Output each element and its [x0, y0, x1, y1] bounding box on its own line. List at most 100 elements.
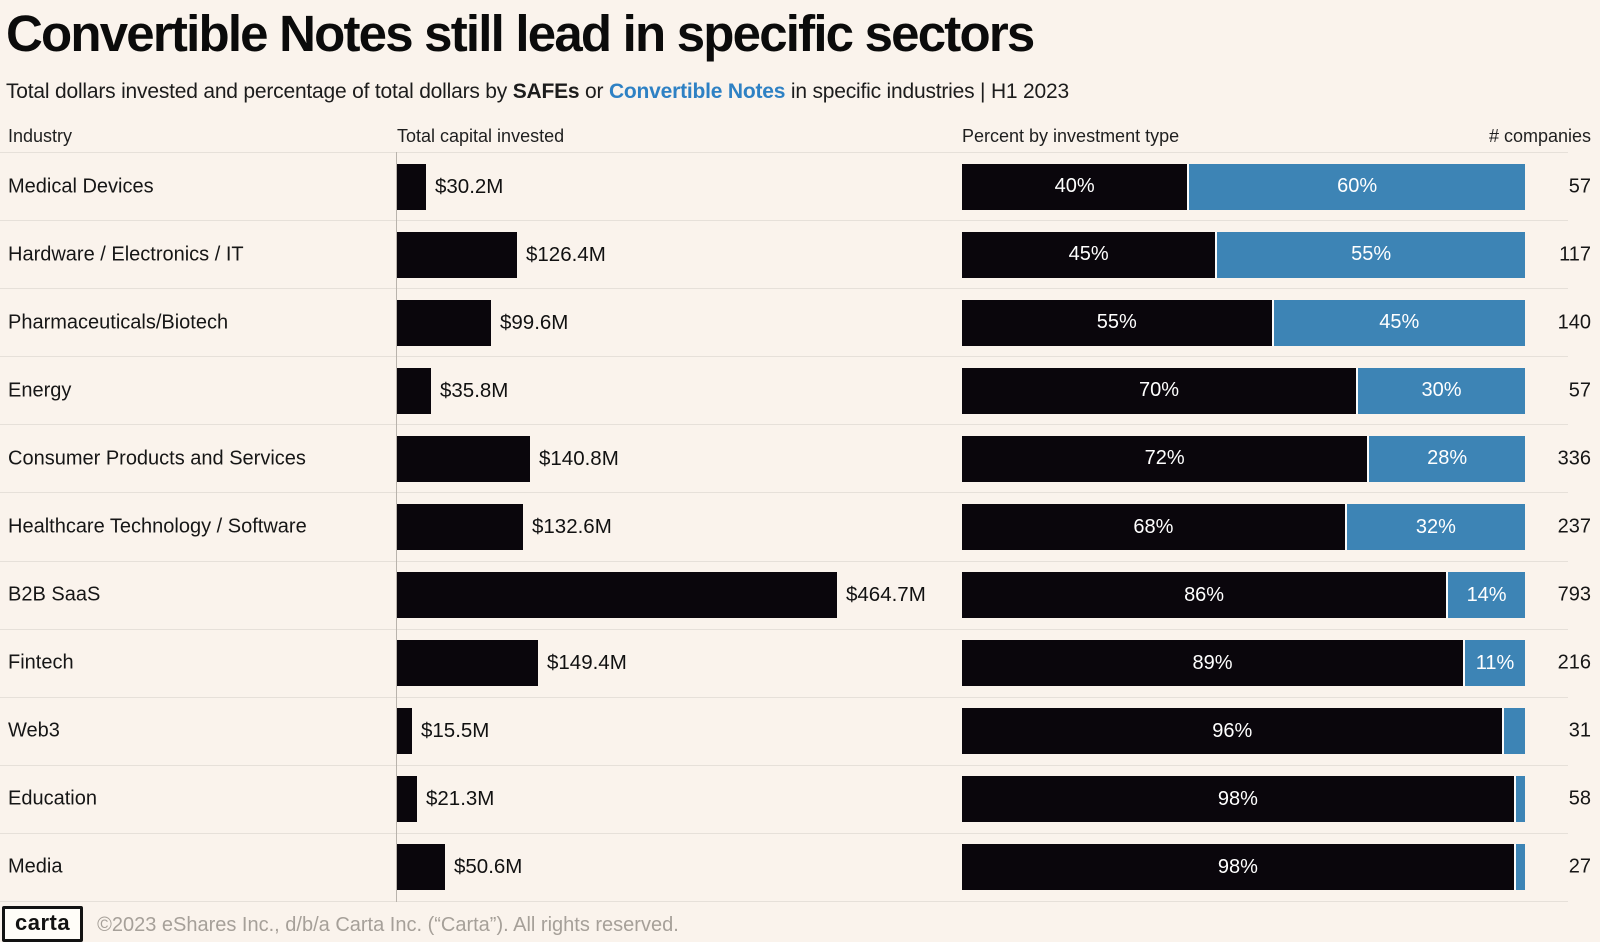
- subtitle-prefix: Total dollars invested and percentage of…: [6, 80, 513, 103]
- convertible-percent-label: 28%: [1427, 447, 1468, 470]
- column-headers: Industry Total capital invested Percent …: [0, 126, 1600, 150]
- safe-percent-label: 40%: [1054, 175, 1095, 198]
- safe-percent-label: 96%: [1212, 719, 1253, 742]
- safe-segment: 98%: [962, 844, 1514, 891]
- industry-label: Pharmaceuticals/Biotech: [8, 311, 229, 334]
- subtitle-or: or: [579, 80, 609, 103]
- industry-row: Hardware / Electronics / IT $126.4M 45% …: [0, 220, 1591, 288]
- convertible-segment: 30%: [1356, 367, 1525, 414]
- capital-value-label: $15.5M: [421, 719, 490, 743]
- convertible-segment: 55%: [1215, 231, 1525, 278]
- industry-label: Fintech: [8, 651, 74, 674]
- companies-count: 27: [1568, 855, 1591, 878]
- capital-value-label: $21.3M: [426, 787, 495, 811]
- percent-bar: 40% 60%: [962, 163, 1525, 210]
- footer: carta ©2023 eShares Inc., d/b/a Carta In…: [0, 903, 1600, 942]
- convertible-segment: 11%: [1463, 640, 1525, 687]
- capital-value-label: $126.4M: [526, 242, 606, 266]
- convertible-segment: 45%: [1271, 299, 1525, 346]
- convertible-percent-label: 60%: [1337, 175, 1378, 198]
- safe-segment: 55%: [962, 299, 1272, 346]
- convertible-segment: 28%: [1367, 435, 1525, 482]
- capital-bar: [397, 299, 491, 346]
- percent-bar: 98%: [962, 844, 1525, 891]
- capital-bar: [397, 367, 431, 414]
- percent-bar: 72% 28%: [962, 435, 1525, 482]
- capital-bar: [397, 708, 412, 755]
- capital-bar: [397, 435, 530, 482]
- carta-logo: carta: [2, 906, 84, 942]
- copyright-text: ©2023 eShares Inc., d/b/a Carta Inc. (“C…: [97, 913, 679, 936]
- industry-row: Web3 $15.5M 96% 31: [0, 696, 1591, 765]
- convertible-segment: 14%: [1446, 572, 1525, 619]
- safe-percent-label: 98%: [1217, 787, 1258, 810]
- capital-bar: [397, 640, 538, 687]
- companies-count: 57: [1568, 175, 1591, 198]
- industry-row: Medical Devices $30.2M 40% 60% 57: [0, 152, 1591, 220]
- column-header-capital: Total capital invested: [397, 126, 565, 146]
- safe-segment: 86%: [962, 572, 1447, 619]
- industry-row: Media $50.6M 98% 27: [0, 832, 1591, 901]
- column-header-industry: Industry: [8, 126, 73, 146]
- safe-segment: 96%: [962, 708, 1503, 755]
- capital-axis-line: [396, 152, 397, 902]
- capital-bar: [397, 231, 517, 278]
- chart-title: Convertible Notes still lead in specific…: [6, 5, 1035, 62]
- convertible-percent-label: 32%: [1415, 515, 1456, 538]
- industry-row: Education $21.3M 98% 58: [0, 764, 1591, 833]
- capital-bar: [397, 776, 417, 823]
- companies-count: 793: [1557, 583, 1591, 606]
- column-header-percent: Percent by investment type: [962, 126, 1180, 146]
- convertible-segment: [1502, 708, 1525, 755]
- safe-percent-label: 55%: [1096, 311, 1137, 334]
- capital-value-label: $35.8M: [440, 378, 509, 402]
- safe-segment: 68%: [962, 504, 1345, 551]
- companies-count: 336: [1557, 447, 1591, 470]
- percent-bar: 68% 32%: [962, 504, 1525, 551]
- companies-count: 31: [1568, 719, 1591, 742]
- percent-bar: 96%: [962, 708, 1525, 755]
- industry-label: Education: [8, 787, 97, 810]
- companies-count: 117: [1559, 243, 1591, 266]
- industry-label: Media: [8, 855, 63, 878]
- convertible-percent-label: 30%: [1421, 379, 1462, 402]
- capital-bar: [397, 163, 426, 210]
- industry-label: Consumer Products and Services: [8, 447, 306, 470]
- subtitle-separator: |: [974, 80, 991, 103]
- subtitle-safes: SAFEs: [512, 80, 580, 103]
- safe-segment: 40%: [962, 163, 1188, 210]
- industry-row: B2B SaaS $464.7M 86% 14% 793: [0, 560, 1591, 629]
- percent-bar: 70% 30%: [962, 367, 1525, 414]
- percent-bar: 98%: [962, 776, 1525, 823]
- capital-value-label: $140.8M: [539, 446, 619, 470]
- capital-value-label: $464.7M: [846, 583, 926, 607]
- chart-subtitle: Total dollars invested and percentage of…: [6, 80, 1069, 104]
- capital-value-label: $30.2M: [435, 174, 504, 198]
- convertible-percent-label: 55%: [1351, 243, 1392, 266]
- capital-value-label: $50.6M: [454, 855, 523, 879]
- safe-percent-label: 72%: [1144, 447, 1185, 470]
- convertible-percent-label: 45%: [1379, 311, 1420, 334]
- industry-row: Energy $35.8M 70% 30% 57: [0, 356, 1591, 424]
- capital-value-label: $149.4M: [547, 651, 627, 675]
- companies-count: 57: [1568, 379, 1591, 402]
- capital-bar: [397, 504, 523, 551]
- convertible-percent-label: 14%: [1466, 583, 1507, 606]
- industry-label: Energy: [8, 379, 72, 402]
- convertible-segment: [1513, 844, 1525, 891]
- companies-count: 140: [1557, 311, 1591, 334]
- capital-bar: [397, 844, 445, 891]
- capital-bar: [397, 572, 837, 619]
- chart-rows: Medical Devices $30.2M 40% 60% 57 Hardwa…: [0, 152, 1591, 902]
- capital-value-label: $132.6M: [532, 515, 612, 539]
- convertible-segment: 32%: [1344, 504, 1525, 551]
- safe-segment: 70%: [962, 367, 1357, 414]
- safe-segment: 98%: [962, 776, 1514, 823]
- companies-count: 58: [1568, 787, 1591, 810]
- industry-label: Hardware / Electronics / IT: [8, 243, 244, 266]
- safe-percent-label: 45%: [1068, 243, 1109, 266]
- industry-row: Pharmaceuticals/Biotech $99.6M 55% 45% 1…: [0, 288, 1591, 356]
- industry-label: Web3: [8, 719, 60, 742]
- industry-label: Healthcare Technology / Software: [8, 515, 307, 538]
